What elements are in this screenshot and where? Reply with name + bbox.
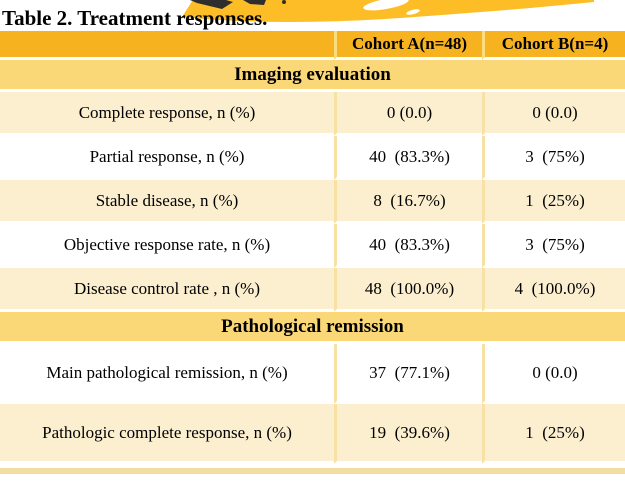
column-header-cohort-b: Cohort B(n=4) (482, 31, 625, 60)
cohort-b-value-cell: 3 (75%) (482, 224, 625, 268)
cohort-a-value-cell: 19 (39.6%) (334, 404, 482, 464)
row-label-cell: Partial response, n (%) (0, 136, 334, 180)
cohort-b-value-cell: 0 (0.0) (482, 344, 625, 404)
cohort-a-value-cell: 37 (77.1%) (334, 344, 482, 404)
section-header-row: Imaging evaluation (0, 60, 625, 92)
table-row: Partial response, n (%) 40 (83.3%) 3 (75… (0, 136, 625, 180)
row-label-cell: Disease control rate , n (%) (0, 268, 334, 312)
cohort-b-value-cell: 1 (25%) (482, 404, 625, 464)
cohort-a-value-cell: 0 (0.0) (334, 92, 482, 136)
cohort-b-value-cell: 4 (100.0%) (482, 268, 625, 312)
bottom-edge-strip (0, 468, 625, 474)
row-label-cell: Pathologic complete response, n (%) (0, 404, 334, 464)
cohort-b-value-cell: 1 (25%) (482, 180, 625, 224)
row-label-cell: Main pathological remission, n (%) (0, 344, 334, 404)
column-header-cohort-a: Cohort A(n=48) (334, 31, 482, 60)
row-label-cell: Objective response rate, n (%) (0, 224, 334, 268)
column-header-empty (0, 31, 334, 60)
cohort-a-value-cell: 40 (83.3%) (334, 224, 482, 268)
cohort-a-value-cell: 48 (100.0%) (334, 268, 482, 312)
brush-stroke-decoration (182, 0, 594, 22)
table-row: Disease control rate , n (%) 48 (100.0%)… (0, 268, 625, 312)
cohort-a-value-cell: 40 (83.3%) (334, 136, 482, 180)
cohort-b-value-cell: 3 (75%) (482, 136, 625, 180)
row-label-cell: Stable disease, n (%) (0, 180, 334, 224)
section-header-row: Pathological remission (0, 312, 625, 344)
table-row: Complete response, n (%) 0 (0.0) 0 (0.0) (0, 92, 625, 136)
table-row: Stable disease, n (%) 8 (16.7%) 1 (25%) (0, 180, 625, 224)
table-row: Pathologic complete response, n (%) 19 (… (0, 404, 625, 464)
table-row: Objective response rate, n (%) 40 (83.3%… (0, 224, 625, 268)
treatment-responses-table: Cohort A(n=48) Cohort B(n=4) Imaging eva… (0, 31, 625, 464)
row-label-cell: Complete response, n (%) (0, 92, 334, 136)
cohort-b-value-cell: 0 (0.0) (482, 92, 625, 136)
table-title: Table 2. Treatment responses. (2, 6, 268, 30)
cohort-a-value-cell: 8 (16.7%) (334, 180, 482, 224)
section-header-imaging-evaluation: Imaging evaluation (0, 60, 625, 92)
column-header-row: Cohort A(n=48) Cohort B(n=4) (0, 31, 625, 60)
table-row: Main pathological remission, n (%) 37 (7… (0, 344, 625, 404)
section-header-pathological-remission: Pathological remission (0, 312, 625, 344)
